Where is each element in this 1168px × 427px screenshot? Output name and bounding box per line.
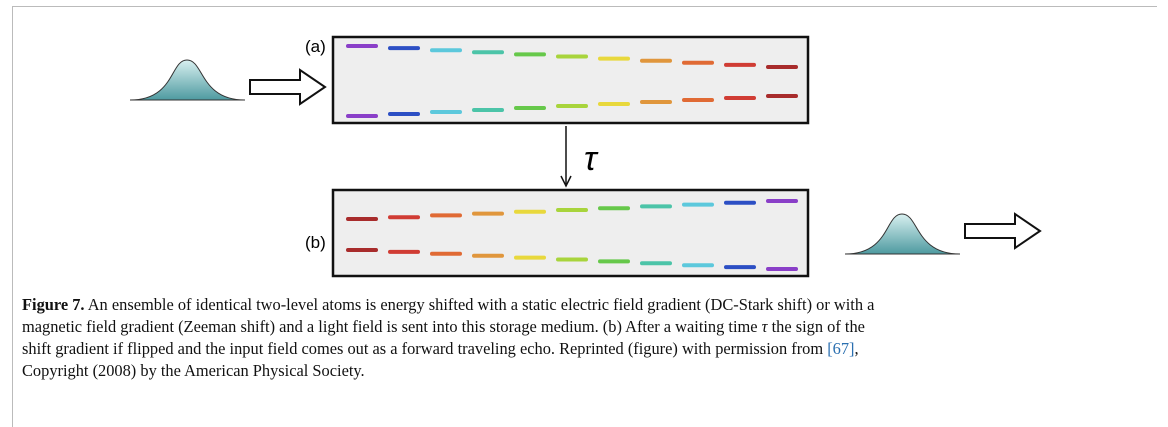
panel-label: (a) — [305, 37, 326, 56]
atom-level — [640, 100, 672, 104]
atom-level — [556, 55, 588, 59]
atom-level — [640, 204, 672, 208]
panel-label: (b) — [305, 233, 326, 252]
caption: Figure 7. An ensemble of identical two-l… — [22, 294, 1152, 382]
caption-text: the sign of the — [768, 317, 865, 336]
atom-level — [682, 98, 714, 102]
atom-level — [388, 215, 420, 219]
atom-level — [346, 248, 378, 252]
atom-level — [682, 61, 714, 65]
atom-level — [430, 48, 462, 52]
input-arrow — [250, 70, 325, 104]
caption-text: Copyright (2008) by the American Physica… — [22, 361, 365, 380]
atom-level — [598, 102, 630, 106]
page: τ (a) (b) Figure 7. An ensemble of ident… — [0, 0, 1168, 421]
atom-level — [430, 213, 462, 217]
caption-text: , — [855, 339, 859, 358]
output-arrow — [965, 214, 1040, 248]
atom-level — [766, 94, 798, 98]
delay-label: τ — [584, 140, 599, 178]
atom-level — [598, 57, 630, 61]
atom-level — [724, 201, 756, 205]
atom-level — [472, 254, 504, 258]
atom-level — [682, 263, 714, 267]
atom-level — [766, 199, 798, 203]
atom-level — [472, 50, 504, 54]
caption-label: Figure 7. — [22, 295, 85, 314]
atom-level — [724, 96, 756, 100]
atom-level — [472, 108, 504, 112]
atom-level — [766, 65, 798, 69]
atom-level — [430, 110, 462, 114]
caption-text: An ensemble of identical two-level atoms… — [85, 295, 875, 314]
atom-level — [598, 206, 630, 210]
atom-level — [640, 261, 672, 265]
atom-level — [556, 104, 588, 108]
output-pulse — [845, 214, 960, 254]
atom-level — [472, 212, 504, 216]
input-pulse — [130, 60, 245, 100]
atom-level — [556, 258, 588, 262]
atom-level — [346, 44, 378, 48]
atom-level — [346, 217, 378, 221]
atom-level — [430, 252, 462, 256]
atom-level — [556, 208, 588, 212]
caption-text: magnetic field gradient (Zeeman shift) a… — [22, 317, 762, 336]
atom-level — [724, 265, 756, 269]
atom-level — [766, 267, 798, 271]
atom-level — [388, 250, 420, 254]
atom-level — [388, 46, 420, 50]
atom-level — [514, 210, 546, 214]
atom-level — [514, 106, 546, 110]
caption-text: shift gradient if flipped and the input … — [22, 339, 827, 358]
atom-level — [514, 52, 546, 56]
atom-level — [388, 112, 420, 116]
citation-link[interactable]: [67] — [827, 339, 854, 358]
atom-level — [598, 259, 630, 263]
atom-level — [514, 256, 546, 260]
atom-level — [640, 59, 672, 63]
atom-level — [346, 114, 378, 118]
atom-level — [682, 203, 714, 207]
atom-level — [724, 63, 756, 67]
